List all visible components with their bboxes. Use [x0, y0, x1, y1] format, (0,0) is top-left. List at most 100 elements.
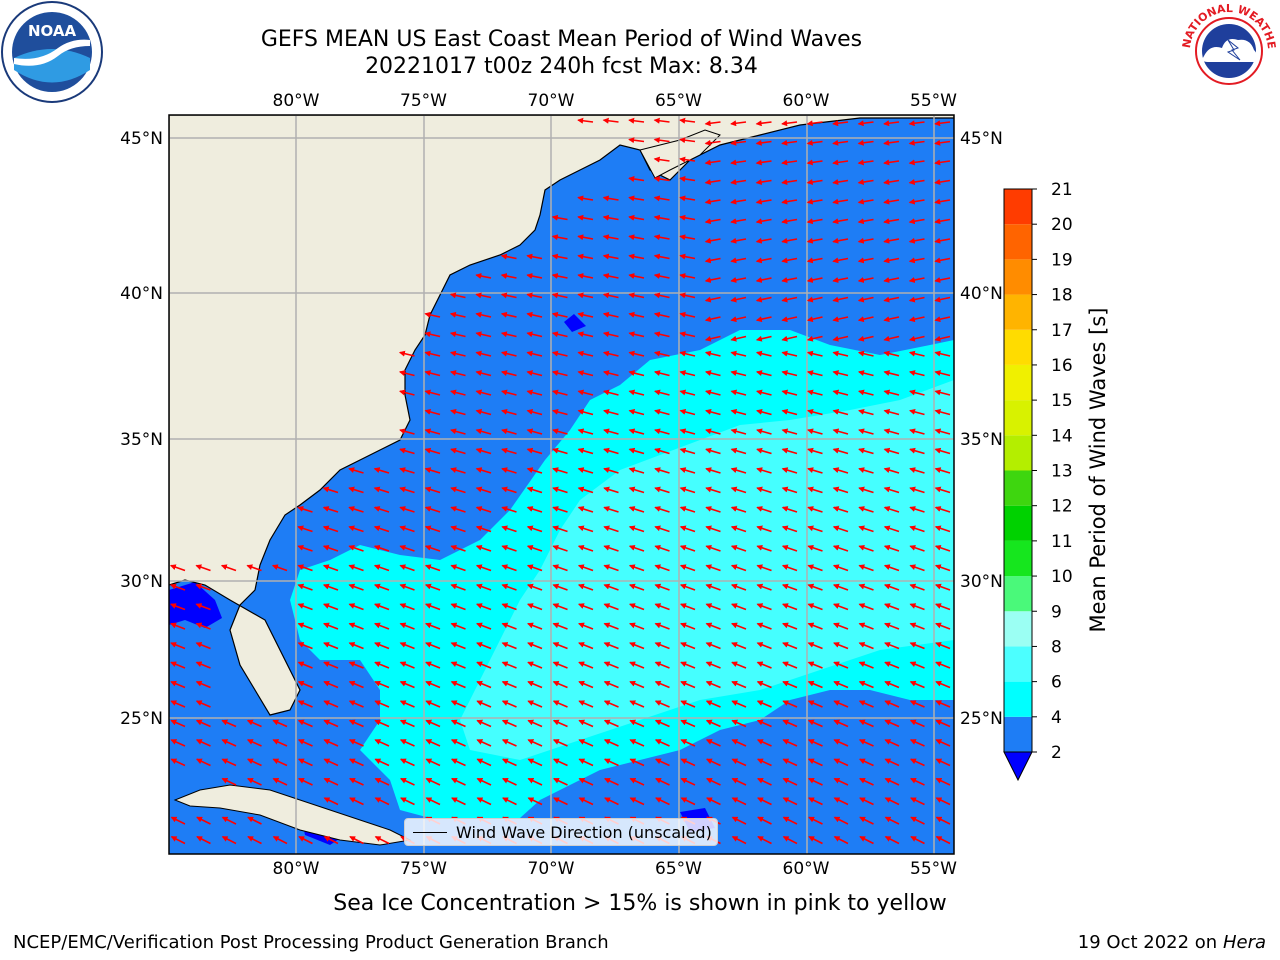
wind-wave-arrow — [653, 195, 670, 202]
wind-wave-arrow — [196, 816, 211, 825]
wind-wave-arrow — [934, 428, 951, 435]
wind-wave-arrow — [934, 159, 951, 166]
wind-wave-arrow — [628, 117, 645, 124]
wind-wave-arrow — [705, 622, 721, 630]
wind-wave-arrow — [858, 544, 874, 552]
wind-wave-arrow — [782, 622, 798, 630]
wind-wave-arrow — [808, 797, 823, 806]
wind-wave-arrow — [500, 331, 517, 338]
wind-wave-arrow — [501, 661, 517, 669]
wind-wave-arrow — [425, 739, 441, 747]
wind-wave-arrow — [577, 273, 594, 279]
wind-wave-arrow — [730, 525, 747, 533]
wind-wave-arrow — [398, 350, 415, 357]
wind-wave-arrow — [349, 777, 364, 786]
wind-wave-arrow — [551, 370, 568, 377]
wind-wave-arrow — [654, 603, 670, 611]
wind-wave-arrow — [578, 680, 594, 689]
wind-wave-arrow — [808, 777, 823, 786]
wind-wave-arrow — [705, 642, 721, 650]
grid-lines — [169, 115, 954, 854]
colorbar-tick-label: 2 — [1051, 743, 1062, 763]
wind-wave-arrow — [756, 700, 772, 708]
wind-wave-arrow — [374, 758, 390, 767]
wind-wave-arrow — [833, 700, 849, 708]
wind-wave-arrow — [883, 467, 900, 474]
wind-wave-arrow — [705, 564, 721, 572]
wind-wave-arrow — [475, 428, 492, 435]
wind-wave-arrow — [552, 428, 568, 435]
wind-wave-arrow — [680, 622, 696, 630]
wind-wave-arrow — [857, 335, 874, 342]
wind-wave-arrow — [475, 409, 492, 416]
wind-wave-arrow — [169, 583, 186, 591]
wind-wave-arrow — [731, 642, 747, 650]
wind-wave-arrow — [553, 797, 568, 806]
wind-wave-arrow — [170, 700, 186, 708]
wind-wave-arrow — [424, 409, 441, 416]
wind-wave-arrow — [628, 583, 645, 591]
wind-wave-arrow — [909, 603, 925, 611]
wind-wave-arrow — [400, 797, 415, 806]
colorbar-tick-label: 4 — [1051, 708, 1062, 728]
wind-wave-arrow — [578, 739, 594, 747]
wind-wave-arrow — [909, 719, 925, 728]
wind-wave-arrow — [501, 758, 517, 767]
wind-wave-arrow — [680, 797, 696, 806]
wind-wave-arrow — [271, 564, 288, 572]
wind-wave-arrow — [475, 350, 492, 357]
wind-wave-arrow — [934, 198, 951, 205]
wind-wave-arrow — [832, 198, 849, 205]
lon-tick-label: 55°W — [910, 859, 957, 879]
chart-title: GEFS MEAN US East Coast Mean Period of W… — [260, 27, 863, 52]
wind-wave-arrow — [373, 544, 390, 552]
wind-wave-arrow — [832, 447, 849, 455]
wind-wave-arrow — [628, 273, 645, 279]
lat-tick-label: 35°N — [120, 430, 163, 450]
wind-wave-arrow — [526, 544, 543, 552]
wind-wave-arrow — [323, 777, 339, 786]
wind-wave-arrow — [577, 292, 594, 299]
wind-wave-arrow — [424, 486, 441, 494]
wind-wave-arrow — [680, 739, 696, 747]
wind-wave-arrow — [475, 583, 492, 591]
wind-wave-arrow — [629, 700, 645, 708]
wind-wave-arrow — [908, 218, 925, 225]
wind-wave-arrow — [883, 218, 900, 225]
wind-wave-arrow — [654, 506, 670, 513]
wind-wave-arrow — [374, 797, 390, 806]
wind-wave-arrow — [221, 777, 237, 786]
wind-wave-arrow — [858, 661, 874, 669]
lon-tick-label: 80°W — [273, 859, 320, 879]
wind-wave-arrow — [653, 214, 670, 221]
wind-wave-arrow — [781, 370, 798, 377]
wind-wave-arrow — [884, 680, 900, 689]
colorbar-tick-label: 14 — [1051, 426, 1073, 446]
wind-wave-arrow — [628, 234, 645, 241]
wind-wave-arrow — [756, 680, 772, 689]
wind-wave-arrow — [424, 544, 441, 552]
wind-wave-arrow — [755, 257, 772, 264]
wind-wave-arrow — [551, 350, 568, 357]
wind-wave-arrow — [935, 700, 951, 708]
wind-wave-arrow — [756, 428, 772, 435]
wind-wave-arrow — [935, 739, 951, 747]
wind-wave-arrow — [399, 583, 415, 591]
wind-wave-arrow — [807, 739, 823, 747]
wind-wave-arrow — [450, 719, 466, 728]
wind-wave-arrow — [475, 447, 492, 455]
wind-wave-arrow — [934, 486, 951, 494]
wind-wave-arrow — [806, 139, 823, 146]
wind-wave-arrow — [221, 758, 237, 767]
wind-wave-arrow — [476, 700, 492, 708]
wind-wave-arrow — [731, 700, 747, 708]
wind-wave-arrow — [399, 700, 415, 708]
wind-wave-arrow — [500, 370, 517, 377]
wind-wave-arrow — [704, 159, 721, 166]
wind-wave-arrow — [679, 273, 696, 279]
wind-wave-arrow — [833, 661, 849, 669]
wind-wave-arrow — [577, 253, 594, 260]
legend-label: Wind Wave Direction (unscaled) — [456, 823, 712, 842]
wind-wave-arrow — [909, 739, 925, 747]
wind-wave-arrow — [858, 428, 874, 435]
